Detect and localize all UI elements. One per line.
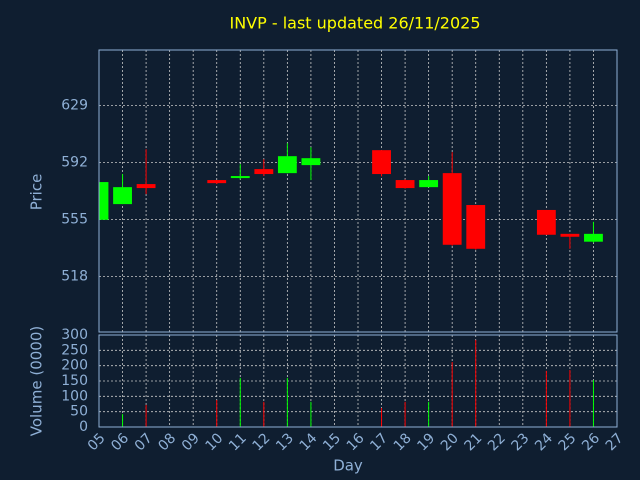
candle-body xyxy=(560,233,580,237)
y2-tick-label: 200 xyxy=(61,358,88,374)
y2-tick-label: 150 xyxy=(61,373,88,389)
x-tick-label: 23 xyxy=(509,430,533,454)
candle-body xyxy=(584,233,603,242)
candle-body xyxy=(113,187,132,205)
x-tick-label: 24 xyxy=(532,430,556,454)
x-axis-label: Day xyxy=(333,457,363,475)
x-tick-label: 18 xyxy=(391,430,415,454)
candle-body xyxy=(254,169,274,175)
price-marks xyxy=(99,143,603,250)
x-tick-label: 08 xyxy=(155,430,179,454)
y2-tick-label: 0 xyxy=(79,419,88,435)
y2-tick-label: 250 xyxy=(61,342,88,358)
x-tick-label: 26 xyxy=(579,430,603,454)
candle-body xyxy=(466,205,486,249)
volume-frame xyxy=(98,334,618,428)
candle-body xyxy=(419,180,439,188)
x-tick-label: 11 xyxy=(226,430,250,454)
candle-body xyxy=(99,182,109,220)
x-tick-label: 15 xyxy=(320,430,344,454)
x-tick-label: 21 xyxy=(461,430,485,454)
candle-body xyxy=(442,173,462,245)
candle-body xyxy=(395,180,415,189)
chart-title: INVP - last updated 26/11/2025 xyxy=(229,14,480,33)
x-tick-label: 05 xyxy=(85,430,109,454)
x-tick-label: 16 xyxy=(344,430,368,454)
candle-body xyxy=(207,180,227,184)
candle-body xyxy=(372,150,391,175)
x-tick-label: 07 xyxy=(132,430,156,454)
y-tick-label: 592 xyxy=(61,154,88,170)
candle-body xyxy=(136,184,156,189)
y2-tick-label: 300 xyxy=(61,327,88,343)
y-tick-label: 629 xyxy=(61,97,88,113)
x-tick-label: 27 xyxy=(603,430,627,454)
y-tick-label: 555 xyxy=(61,212,88,228)
y-tick-label: 518 xyxy=(61,269,88,285)
price-frame xyxy=(98,49,618,333)
x-tick-label: 19 xyxy=(414,430,438,454)
y-axis-label: Price xyxy=(28,174,46,211)
x-tick-label: 13 xyxy=(273,430,297,454)
x-tick-label: 10 xyxy=(202,430,226,454)
x-tick-label: 14 xyxy=(297,430,321,454)
candle-body xyxy=(277,156,297,174)
x-tick-label: 12 xyxy=(250,430,274,454)
y2-axis-label: Volume (0000) xyxy=(28,326,46,436)
candle-body xyxy=(536,209,556,235)
x-tick-label: 20 xyxy=(438,430,462,454)
candle-body xyxy=(301,158,321,166)
candle-body xyxy=(230,176,250,179)
x-tick-label: 09 xyxy=(179,430,203,454)
x-tick-label: 25 xyxy=(556,430,580,454)
grid xyxy=(98,50,618,428)
y2-tick-label: 50 xyxy=(70,404,88,420)
x-tick-label: 06 xyxy=(108,430,132,454)
x-tick-label: 17 xyxy=(367,430,391,454)
volume-marks xyxy=(122,339,594,427)
y2-tick-label: 100 xyxy=(61,388,88,404)
x-tick-label: 22 xyxy=(485,430,509,454)
